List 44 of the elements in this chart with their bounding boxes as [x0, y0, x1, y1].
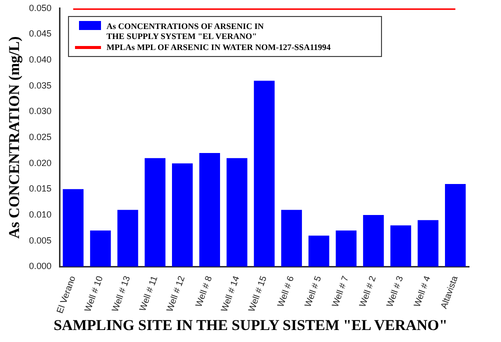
y-tick-label: 0.005 [28, 235, 52, 246]
bar [390, 225, 412, 267]
y-tick-label: 0.035 [28, 80, 52, 90]
bar [281, 210, 302, 267]
x-tick-label: Well # 6 [275, 274, 296, 308]
x-tick-label: Well # 12 [164, 274, 187, 314]
y-tick-label: 0.050 [28, 2, 52, 13]
legend-label: As CONCENTRATIONS OF ARSENIC IN THE SUPPLY SYSTEM "EL VERANO" [106, 21, 265, 42]
x-tick-label: Well # 13 [110, 274, 132, 314]
x-tick-label: Well # 5 [302, 274, 324, 308]
x-tick-label: Well # 7 [330, 274, 350, 308]
bar [418, 220, 438, 267]
bar [363, 214, 384, 267]
x-tick-label: Well # 15 [246, 274, 268, 314]
y-tick-label: 0.030 [28, 106, 52, 116]
legend-label: MPLAs MPL OF ARSENIC IN WATER NOM-127-SSA11994 [106, 42, 332, 52]
x-tick-label: Well # 10 [82, 274, 105, 314]
x-tick-label: Well # 8 [193, 274, 214, 308]
bar [444, 184, 466, 267]
bar [62, 189, 84, 267]
bar [199, 153, 220, 267]
bar [254, 80, 275, 267]
x-tick-label: Well # 11 [137, 274, 160, 312]
y-tick-label: 0.025 [28, 132, 52, 142]
bar [226, 158, 248, 267]
bar [308, 236, 330, 267]
bar [117, 210, 138, 267]
bar [90, 230, 111, 267]
x-tick-label: Well # 4 [412, 274, 432, 308]
y-tick-label: 0.020 [28, 158, 52, 168]
x-tick-label: Well # 14 [219, 274, 242, 314]
y-axis-title: As CONCENTRATION (mg/L) [6, 36, 23, 239]
x-axis-title: SAMPLING SITE IN THE SUPLY SISTEM "EL VERANO" [52, 318, 448, 335]
bar [144, 158, 166, 267]
y-tick-label: 0.010 [28, 209, 52, 220]
x-tick-label: Well # 2 [357, 274, 378, 308]
y-tick-label: 0.015 [28, 184, 52, 194]
y-tick-label: 0.045 [28, 28, 52, 39]
y-tick-label: 0.040 [28, 54, 52, 65]
bar [172, 163, 193, 267]
bar [336, 230, 357, 267]
y-tick-label: 0.000 [28, 261, 52, 272]
x-tick-label: Well # 3 [384, 274, 405, 308]
x-tick-label: El Verano [54, 274, 78, 315]
